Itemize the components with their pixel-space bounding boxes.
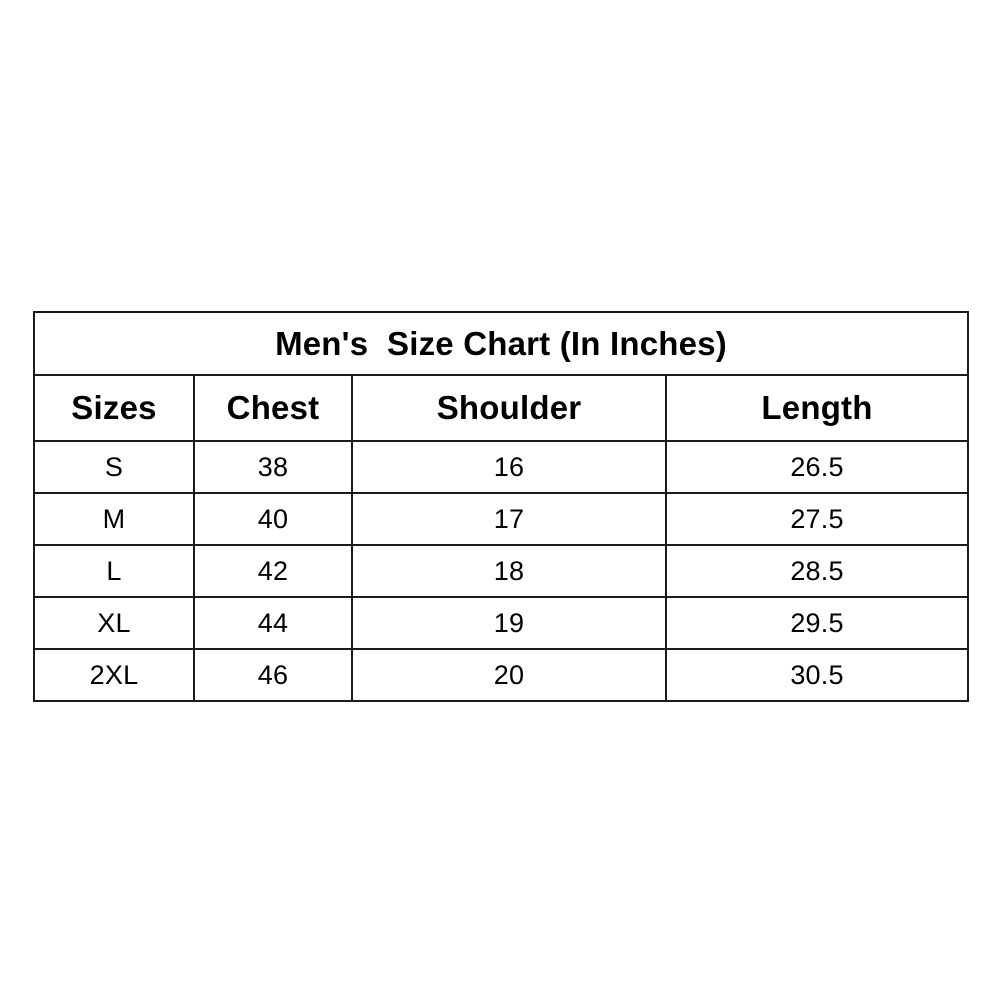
cell-chest: 44 bbox=[193, 596, 353, 650]
cell-size: XL bbox=[33, 596, 195, 650]
cell-length: 28.5 bbox=[664, 544, 970, 598]
cell-shoulder: 20 bbox=[351, 648, 667, 702]
cell-size: L bbox=[33, 544, 195, 598]
cell-shoulder: 16 bbox=[351, 440, 667, 494]
cell-size: M bbox=[33, 492, 195, 546]
cell-length: 29.5 bbox=[664, 596, 970, 650]
table-row: L 42 18 28.5 bbox=[33, 544, 970, 598]
table-row: XL 44 19 29.5 bbox=[33, 596, 970, 650]
cell-length: 30.5 bbox=[664, 648, 970, 702]
column-header-shoulder: Shoulder bbox=[351, 374, 667, 442]
table-row: 2XL 46 20 30.5 bbox=[33, 648, 970, 702]
cell-chest: 42 bbox=[193, 544, 353, 598]
table-row: S 38 16 26.5 bbox=[33, 440, 970, 494]
size-chart-table: Men's Size Chart (In Inches) Sizes Chest… bbox=[32, 311, 970, 702]
cell-shoulder: 18 bbox=[351, 544, 667, 598]
size-chart-title-row: Men's Size Chart (In Inches) bbox=[32, 311, 970, 376]
cell-shoulder: 17 bbox=[351, 492, 667, 546]
column-header-chest: Chest bbox=[193, 374, 353, 442]
column-header-sizes: Sizes bbox=[33, 374, 195, 442]
size-chart-container: Men's Size Chart (In Inches) Sizes Chest… bbox=[32, 311, 970, 702]
cell-chest: 40 bbox=[193, 492, 353, 546]
cell-size: S bbox=[33, 440, 195, 494]
size-chart-title: Men's Size Chart (In Inches) bbox=[32, 311, 970, 376]
cell-shoulder: 19 bbox=[351, 596, 667, 650]
cell-length: 27.5 bbox=[664, 492, 970, 546]
cell-size: 2XL bbox=[33, 648, 195, 702]
cell-chest: 46 bbox=[193, 648, 353, 702]
column-header-length: Length bbox=[664, 374, 970, 442]
cell-length: 26.5 bbox=[664, 440, 970, 494]
cell-chest: 38 bbox=[193, 440, 353, 494]
table-row: M 40 17 27.5 bbox=[33, 492, 970, 546]
size-chart-header-row: Sizes Chest Shoulder Length bbox=[33, 374, 970, 442]
